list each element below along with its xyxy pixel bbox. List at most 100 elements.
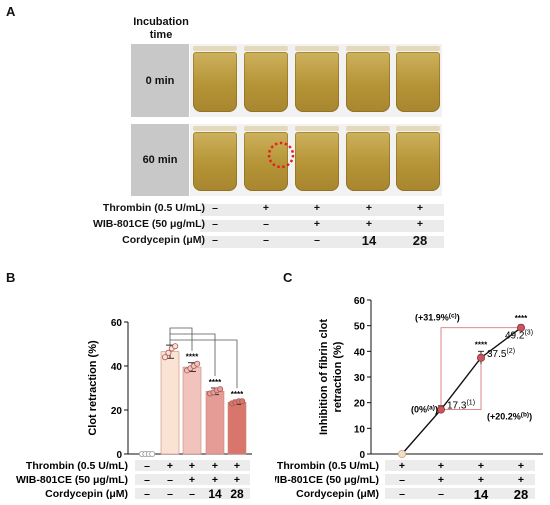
panel-a-row-cordycepin: Cordycepin (μM) – – – 14 28 xyxy=(0,232,550,248)
y-tick-label: 20 xyxy=(354,399,366,410)
comparison-bracket xyxy=(169,339,238,389)
condition-value: + xyxy=(234,474,240,486)
condition-value: – xyxy=(144,460,150,472)
data-point xyxy=(516,323,525,332)
condition-value: + xyxy=(365,218,373,230)
time-label-0min: 0 min xyxy=(131,44,189,117)
y-tick-label: 50 xyxy=(354,322,366,333)
annotation-base: (0%(a)) xyxy=(411,405,438,415)
panel-a-letter: A xyxy=(6,4,16,19)
point-value-label: 37.5(2) xyxy=(487,348,515,360)
condition-value: + xyxy=(478,460,484,472)
tube-1-60min xyxy=(193,132,237,191)
data-point xyxy=(172,343,179,350)
tube-5-60min xyxy=(396,132,440,191)
condition-value: + xyxy=(399,460,405,472)
y-tick-label: 60 xyxy=(354,296,366,307)
bar xyxy=(160,351,180,455)
incubation-header-line1: Incubation xyxy=(133,16,189,28)
condition-value: – xyxy=(314,234,320,246)
condition-value: 14 xyxy=(361,233,377,248)
y-tick-label: 40 xyxy=(111,362,123,373)
condition-value: 14 xyxy=(474,487,489,502)
condition-value: + xyxy=(189,460,195,472)
condition-label: WIB-801CE (50 μg/mL) xyxy=(92,218,205,230)
condition-label: WIB-801CE (50 μg/mL) xyxy=(275,474,379,486)
condition-strip xyxy=(135,460,250,471)
data-point xyxy=(165,349,172,356)
condition-value: – xyxy=(144,474,150,486)
condition-value: – xyxy=(399,474,405,486)
condition-value: + xyxy=(212,460,218,472)
y-tick-label: 0 xyxy=(359,450,365,461)
condition-value: – xyxy=(212,234,218,246)
condition-value: + xyxy=(313,202,321,214)
condition-value: + xyxy=(189,474,195,486)
y-axis-label-line1: Inhibition of fibrin clot xyxy=(318,319,330,435)
condition-value: – xyxy=(438,488,444,500)
condition-value: + xyxy=(438,460,444,472)
condition-strip xyxy=(385,474,535,485)
tube-4-0min xyxy=(346,52,390,112)
series-line xyxy=(401,327,522,455)
condition-value: + xyxy=(365,202,373,214)
data-point xyxy=(161,354,168,361)
photo-row-60min xyxy=(190,124,442,196)
condition-value: – xyxy=(263,234,269,246)
condition-strip xyxy=(385,460,535,471)
tube-5-0min xyxy=(396,52,440,112)
photo-row-0min xyxy=(190,44,442,117)
condition-value: – xyxy=(212,202,218,214)
data-point xyxy=(149,450,156,457)
condition-value: + xyxy=(478,474,484,486)
condition-value: + xyxy=(438,474,444,486)
panel-b-letter: B xyxy=(6,270,16,285)
condition-value: – xyxy=(167,474,173,486)
point-value-superscript: (3) xyxy=(524,330,533,337)
significance-label: **** xyxy=(475,340,488,349)
condition-value: + xyxy=(416,218,424,230)
condition-label: WIB-801CE (50 μg/mL) xyxy=(16,474,128,486)
annotation-base-superscript: (a) xyxy=(427,405,435,412)
significance-label: **** xyxy=(515,314,528,323)
data-point xyxy=(436,405,445,414)
condition-value: 14 xyxy=(208,487,222,501)
condition-value: + xyxy=(212,474,218,486)
annotation-lower: (+20.2%(b)) xyxy=(487,412,532,422)
y-tick-label: 10 xyxy=(354,424,366,435)
comparison-bracket xyxy=(169,333,216,376)
y-tick-label: 20 xyxy=(111,406,123,417)
condition-value: 28 xyxy=(412,233,428,248)
condition-label: Cordycepin (μM) xyxy=(296,488,379,500)
annotation-lower-close: ) xyxy=(529,412,532,422)
condition-value: + xyxy=(518,460,524,472)
time-label-60min: 60 min xyxy=(131,124,189,196)
tube-2-0min xyxy=(244,52,288,112)
bar xyxy=(182,366,202,455)
tube-3-60min xyxy=(295,132,339,191)
annotation-upper: (+31.9%(c)) xyxy=(415,313,460,323)
condition-value: – xyxy=(399,488,405,500)
tube-3-0min xyxy=(295,52,339,112)
y-tick-label: 0 xyxy=(116,450,122,461)
condition-label: Cordycepin (μM) xyxy=(122,234,205,246)
inhibition-line-chart: 0 10 20 30 40 50 60 Inhibition of fibrin clot re… xyxy=(275,296,543,502)
panel-a-row-thrombin: Thrombin (0.5 U/mL) – + + + + xyxy=(0,200,550,216)
annotation-upper-close: ) xyxy=(457,313,460,323)
bar xyxy=(227,402,247,455)
condition-value: – xyxy=(144,488,150,500)
data-point xyxy=(476,353,485,362)
data-point xyxy=(239,398,246,405)
lower-bracket xyxy=(441,357,482,411)
comparison-bracket xyxy=(169,327,193,351)
condition-value: + xyxy=(234,460,240,472)
tube-4-60min xyxy=(346,132,390,191)
upper-bracket xyxy=(440,327,521,410)
annotation-base-close: ) xyxy=(435,405,438,415)
clot-retraction-bar-chart: 0 20 40 60 Clot retraction (%) **** **** **** Th… xyxy=(16,318,252,501)
clot-highlight-circle xyxy=(267,141,295,169)
condition-label: Cordycepin (μM) xyxy=(45,488,128,500)
tube-1-0min xyxy=(193,52,237,112)
condition-value: + xyxy=(313,218,321,230)
condition-strip xyxy=(385,488,535,499)
